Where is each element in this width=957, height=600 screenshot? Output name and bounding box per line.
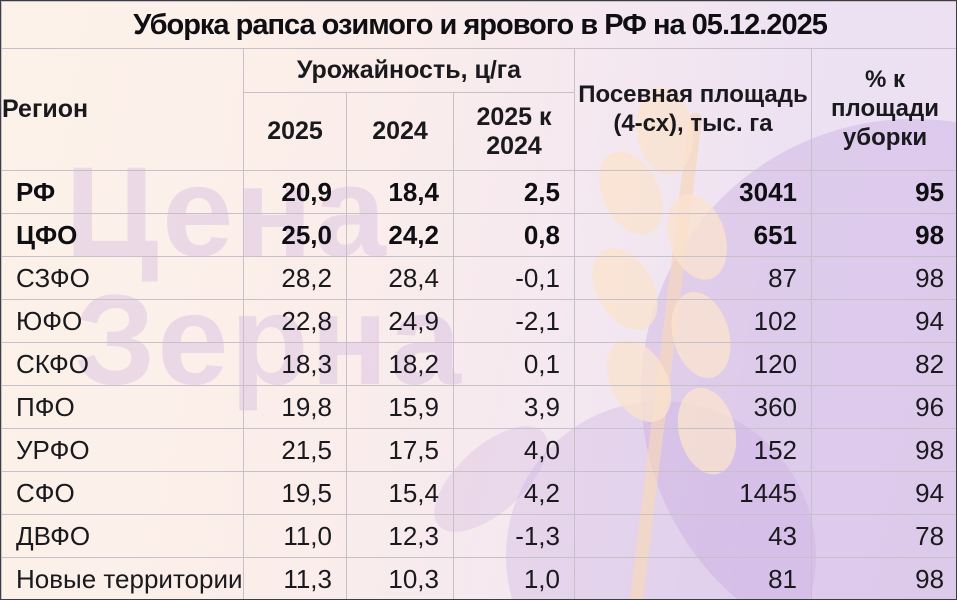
diff-cell: 1,0 [453,557,575,599]
yield-2025-cell: 22,8 [243,299,347,343]
pct-cell: 94 [810,471,956,515]
region-cell: СЗФО [1,256,244,300]
diff-cell: 4,0 [453,428,575,472]
diff-cell: 0,1 [453,342,575,386]
pct-cell: 96 [810,385,956,429]
region-cell: СФО [1,471,244,515]
pct-cell: 95 [810,170,956,214]
yield-2024-cell: 15,9 [346,385,454,429]
region-cell: ЦФО [1,213,244,257]
yield-2025-cell: 20,9 [243,170,347,214]
table-row: ПФО 19,8 15,9 3,9 360 96 [1,385,956,429]
yield-2024-cell: 10,3 [346,557,454,599]
table-row: СФО 19,5 15,4 4,2 1445 94 [1,471,956,515]
yield-2024-cell: 15,4 [346,471,454,515]
pct-cell: 98 [810,428,956,472]
header-diff-2025-2024: 2025 к 2024 [453,92,575,171]
yield-2024-cell: 18,4 [346,170,454,214]
area-cell: 1445 [574,471,812,515]
yield-2025-cell: 28,2 [243,256,347,300]
yield-2025-cell: 25,0 [243,213,347,257]
area-cell: 81 [574,557,812,599]
header-sown-area: Посевная площадь (4-сх), тыс. га [574,48,812,171]
area-cell: 3041 [574,170,812,214]
yield-2025-cell: 11,3 [243,557,347,599]
region-cell: РФ [1,170,244,214]
table-row: РФ 20,9 18,4 2,5 3041 95 [1,170,956,214]
area-cell: 651 [574,213,812,257]
table-title: Уборка рапса озимого и ярового в РФ на 0… [1,1,956,49]
pct-cell: 98 [810,256,956,300]
yield-2025-cell: 11,0 [243,514,347,558]
table-row: СЗФО 28,2 28,4 -0,1 87 98 [1,256,956,300]
table-row: УРФО 21,5 17,5 4,0 152 98 [1,428,956,472]
diff-cell: 0,8 [453,213,575,257]
area-cell: 120 [574,342,812,386]
region-cell: УРФО [1,428,244,472]
area-cell: 152 [574,428,812,472]
area-cell: 43 [574,514,812,558]
table-row: СКФО 18,3 18,2 0,1 120 82 [1,342,956,386]
table-row: ЮФО 22,8 24,9 -2,1 102 94 [1,299,956,343]
pct-cell: 94 [810,299,956,343]
header-yield-group: Урожайность, ц/га [243,48,575,93]
diff-cell: 4,2 [453,471,575,515]
yield-2024-cell: 28,4 [346,256,454,300]
diff-cell: -2,1 [453,299,575,343]
region-cell: ДВФО [1,514,244,558]
table-row: Новые территории 11,3 10,3 1,0 81 98 [1,557,956,599]
area-cell: 102 [574,299,812,343]
yield-2025-cell: 19,5 [243,471,347,515]
yield-2024-cell: 18,2 [346,342,454,386]
yield-2025-cell: 21,5 [243,428,347,472]
yield-2025-cell: 18,3 [243,342,347,386]
diff-cell: 3,9 [453,385,575,429]
pct-cell: 78 [810,514,956,558]
diff-cell: -1,3 [453,514,575,558]
diff-cell: -0,1 [453,256,575,300]
area-cell: 87 [574,256,812,300]
region-cell: ПФО [1,385,244,429]
header-region: Регион [1,48,244,171]
yield-2024-cell: 24,9 [346,299,454,343]
yield-2024-cell: 12,3 [346,514,454,558]
region-cell: Новые территории [1,557,244,599]
table-row: ДВФО 11,0 12,3 -1,3 43 78 [1,514,956,558]
area-cell: 360 [574,385,812,429]
header-pct-harvested: % к площади уборки [810,48,956,171]
yield-2024-cell: 24,2 [346,213,454,257]
pct-cell: 98 [810,213,956,257]
diff-cell: 2,5 [453,170,575,214]
header-year-2024: 2024 [346,92,454,171]
pct-cell: 98 [810,557,956,599]
yield-2025-cell: 19,8 [243,385,347,429]
region-cell: ЮФО [1,299,244,343]
table-row: ЦФО 25,0 24,2 0,8 651 98 [1,213,956,257]
pct-cell: 82 [810,342,956,386]
region-cell: СКФО [1,342,244,386]
yield-2024-cell: 17,5 [346,428,454,472]
header-year-2025: 2025 [243,92,347,171]
